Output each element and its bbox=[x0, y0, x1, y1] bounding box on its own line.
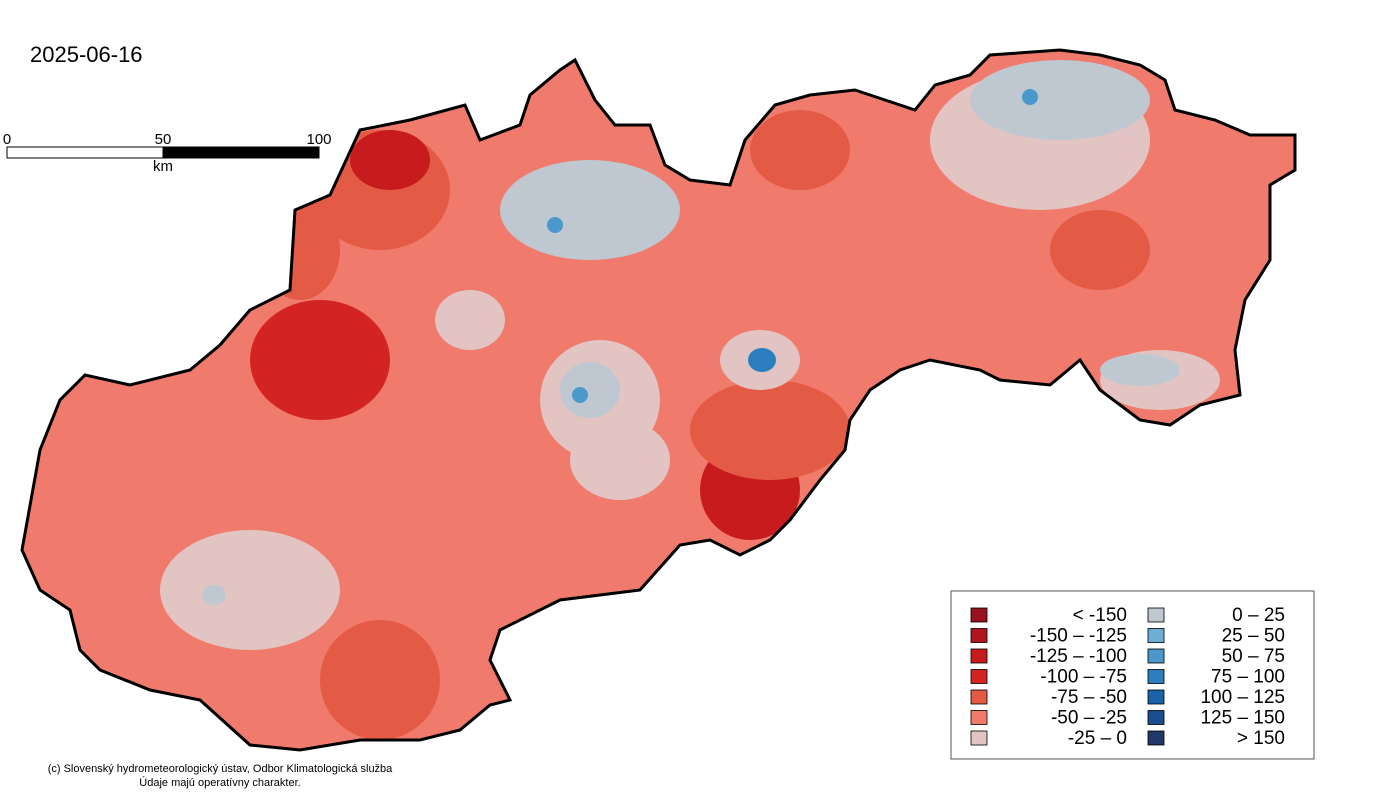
legend-swatch bbox=[1147, 607, 1165, 623]
legend-label: -50 – -25 bbox=[1051, 708, 1127, 729]
legend-box bbox=[950, 590, 1315, 760]
legend-label: -75 – -50 bbox=[1051, 687, 1127, 708]
legend-label: -25 – 0 bbox=[1068, 728, 1127, 749]
legend-swatch bbox=[1147, 689, 1165, 705]
scale-unit: km bbox=[153, 158, 173, 175]
scale-segment bbox=[6, 146, 164, 159]
legend-label: < -150 bbox=[1073, 605, 1127, 626]
legend-swatch bbox=[1147, 669, 1165, 684]
legend-label: 100 – 125 bbox=[1200, 687, 1285, 708]
legend-label: 125 – 150 bbox=[1200, 708, 1285, 729]
legend-swatch bbox=[970, 669, 988, 684]
scale-segment bbox=[162, 146, 320, 159]
credits-line: (c) Slovenský hydrometeorologický ústav,… bbox=[48, 763, 393, 775]
scale-label: 0 bbox=[3, 131, 11, 148]
legend-swatch bbox=[970, 730, 988, 746]
scale-bar: 0 50 100 km bbox=[3, 131, 332, 175]
legend-swatch bbox=[970, 689, 988, 705]
legend-swatch bbox=[1147, 710, 1165, 725]
legend-swatch bbox=[970, 607, 988, 623]
legend-label: -100 – -75 bbox=[1040, 667, 1127, 688]
legend-swatch bbox=[1147, 648, 1165, 664]
legend-swatch bbox=[970, 648, 988, 664]
legend-label: 50 – 75 bbox=[1222, 646, 1285, 667]
scale-label: 50 bbox=[155, 131, 172, 148]
legend-label: 75 – 100 bbox=[1211, 667, 1285, 688]
map-date: 2025-06-16 bbox=[30, 42, 143, 67]
legend-label: 25 – 50 bbox=[1222, 626, 1285, 647]
legend-label: 0 – 25 bbox=[1232, 605, 1285, 626]
legend-label: > 150 bbox=[1237, 728, 1285, 749]
legend-swatch bbox=[970, 628, 988, 643]
legend-label: -150 – -125 bbox=[1030, 626, 1127, 647]
credits-line: Údaje majú operatívny charakter. bbox=[139, 776, 300, 789]
legend: < -150-150 – -125-125 – -100-100 – -75-7… bbox=[970, 605, 1285, 749]
legend-swatch bbox=[1147, 730, 1165, 746]
scale-label: 100 bbox=[306, 131, 331, 148]
legend-swatch bbox=[970, 710, 988, 725]
legend-swatch bbox=[1147, 628, 1165, 643]
legend-label: -125 – -100 bbox=[1030, 646, 1127, 667]
